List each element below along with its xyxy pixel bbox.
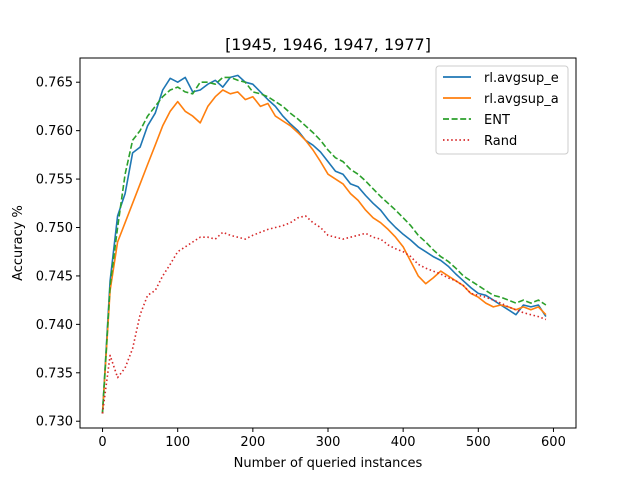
y-tick-label: 0.745	[36, 269, 73, 284]
legend-label-rand: Rand	[484, 134, 517, 149]
legend-label-ent: ENT	[484, 113, 510, 128]
legend-label-rl-avgsup-a: rl.avgsup_a	[484, 92, 559, 107]
y-tick-label: 0.760	[36, 124, 73, 139]
x-tick-label: 600	[541, 435, 566, 450]
series-line-ent	[101, 76, 547, 414]
series-line-rand	[101, 215, 547, 414]
series-line-rl-avgsup-e	[101, 74, 547, 414]
y-axis-label: Accuracy %	[11, 205, 26, 281]
y-tick-label: 0.730	[36, 415, 73, 430]
x-tick-label: 0	[98, 435, 106, 450]
legend-label-rl-avgsup-e: rl.avgsup_e	[484, 71, 559, 86]
y-axis: 0.730 0.735 0.740 0.745 0.750 0.755 0.760 0.765	[36, 76, 80, 430]
x-tick-label: 300	[316, 435, 341, 450]
x-axis: 0 100 200 300 400 500 600	[98, 428, 566, 450]
x-axis-label: Number of queried instances	[234, 456, 423, 471]
series-layer	[101, 74, 547, 414]
y-tick-label: 0.735	[36, 366, 73, 381]
y-tick-label: 0.765	[36, 76, 73, 91]
y-tick-label: 0.755	[36, 173, 73, 188]
y-tick-label: 0.750	[36, 221, 73, 236]
legend-items: rl.avgsup_e rl.avgsup_a ENT Rand	[443, 71, 559, 149]
y-tick-label: 0.740	[36, 318, 73, 333]
legend: rl.avgsup_e rl.avgsup_a ENT Rand	[435, 65, 569, 155]
x-tick-label: 100	[165, 435, 190, 450]
x-tick-label: 200	[240, 435, 265, 450]
x-tick-label: 500	[466, 435, 491, 450]
legend-box	[435, 65, 569, 155]
x-tick-label: 400	[391, 435, 416, 450]
chart-title: [1945, 1946, 1947, 1977]	[225, 35, 431, 54]
